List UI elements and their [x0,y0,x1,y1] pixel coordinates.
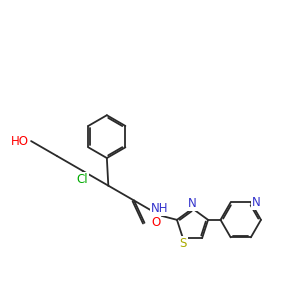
Text: N: N [188,197,197,210]
Text: O: O [151,216,160,229]
Text: Cl: Cl [77,172,88,186]
Text: HO: HO [11,135,29,148]
Text: N: N [252,196,261,209]
Text: NH: NH [151,202,169,215]
Text: S: S [179,237,187,250]
